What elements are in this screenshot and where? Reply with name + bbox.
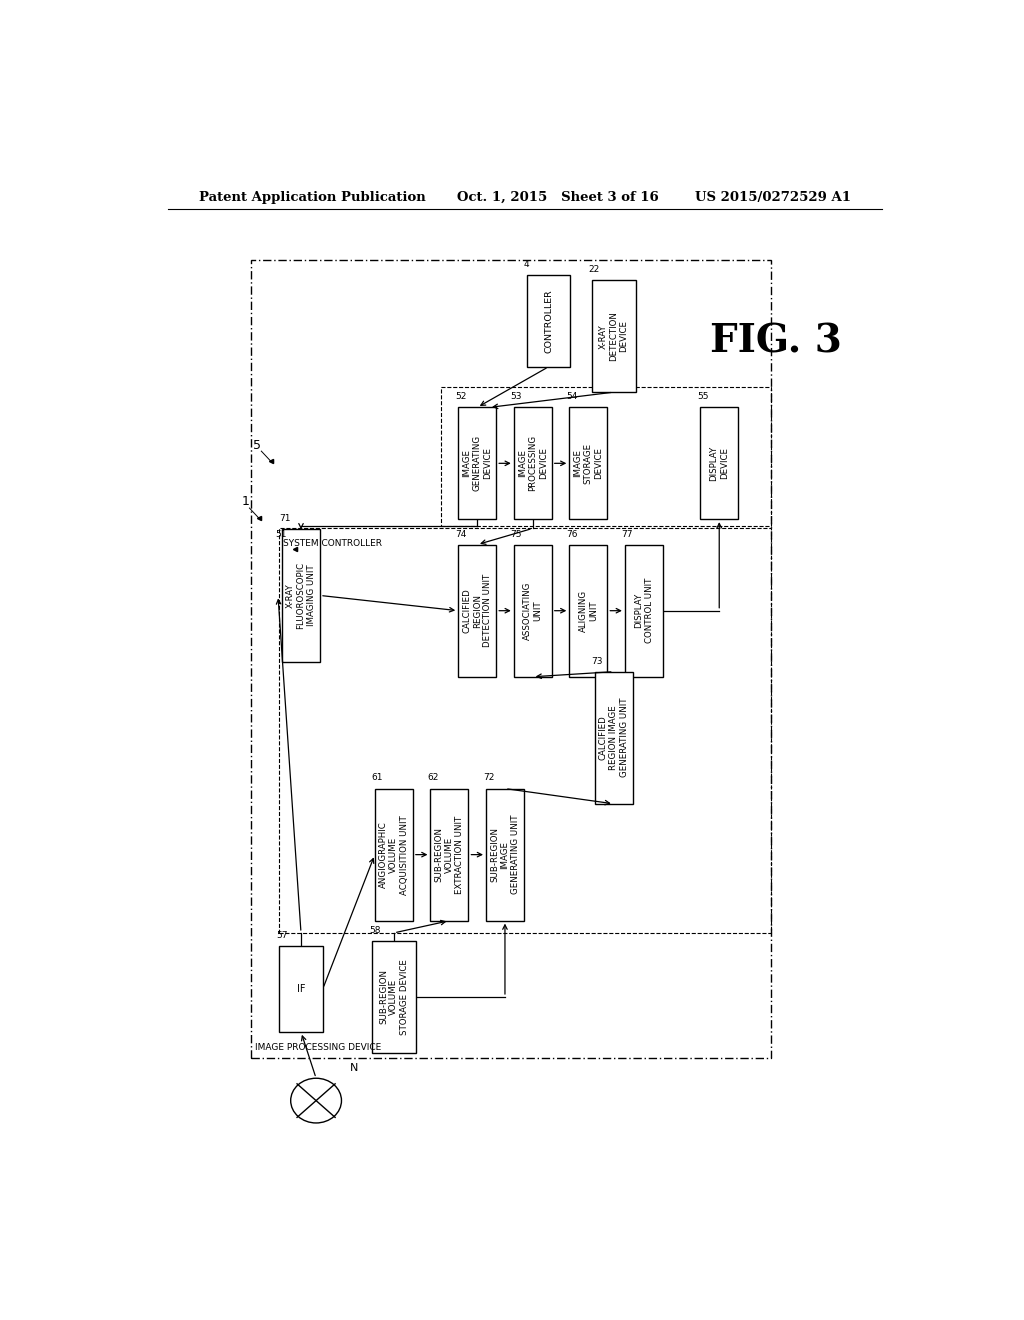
- Text: 4: 4: [523, 260, 529, 269]
- Bar: [280, 945, 323, 1032]
- Text: IMAGE
STORAGE
DEVICE: IMAGE STORAGE DEVICE: [573, 442, 603, 484]
- Text: SUB-REGION
VOLUME
STORAGE DEVICE: SUB-REGION VOLUME STORAGE DEVICE: [379, 960, 409, 1035]
- Text: 5: 5: [253, 438, 261, 451]
- Text: Oct. 1, 2015   Sheet 3 of 16: Oct. 1, 2015 Sheet 3 of 16: [458, 190, 659, 203]
- Text: 58: 58: [369, 925, 380, 935]
- Bar: [700, 408, 738, 519]
- Text: CALCIFIED
REGION
DETECTION UNIT: CALCIFIED REGION DETECTION UNIT: [462, 574, 493, 647]
- Text: SUB-REGION
VOLUME
EXTRACTION UNIT: SUB-REGION VOLUME EXTRACTION UNIT: [434, 816, 464, 894]
- Text: ALIGNING
UNIT: ALIGNING UNIT: [579, 590, 598, 632]
- Bar: [514, 545, 552, 677]
- Text: N: N: [349, 1063, 357, 1073]
- Text: 22: 22: [589, 265, 600, 275]
- Text: Patent Application Publication: Patent Application Publication: [200, 190, 426, 203]
- Bar: [592, 280, 636, 392]
- Bar: [458, 545, 497, 677]
- Text: IMAGE
PROCESSING
DEVICE: IMAGE PROCESSING DEVICE: [518, 436, 548, 491]
- Text: 76: 76: [566, 529, 578, 539]
- Text: 52: 52: [455, 392, 466, 401]
- Bar: [486, 788, 524, 921]
- Text: 57: 57: [276, 931, 288, 940]
- Text: 72: 72: [482, 774, 495, 783]
- Text: SYSTEM CONTROLLER: SYSTEM CONTROLLER: [283, 539, 382, 548]
- Text: DISPLAY
CONTROL UNIT: DISPLAY CONTROL UNIT: [634, 578, 653, 643]
- Bar: [430, 788, 468, 921]
- Text: CALCIFIED
REGION IMAGE
GENERATING UNIT: CALCIFIED REGION IMAGE GENERATING UNIT: [599, 698, 629, 777]
- Bar: [514, 408, 552, 519]
- Text: DISPLAY
DEVICE: DISPLAY DEVICE: [710, 446, 729, 480]
- Bar: [375, 788, 413, 921]
- Text: US 2015/0272529 A1: US 2015/0272529 A1: [695, 190, 851, 203]
- Text: IMAGE
GENERATING
DEVICE: IMAGE GENERATING DEVICE: [462, 436, 493, 491]
- Text: 53: 53: [511, 392, 522, 401]
- Text: 55: 55: [697, 392, 709, 401]
- Text: X-RAY
FLUOROSCOPIC
IMAGING UNIT: X-RAY FLUOROSCOPIC IMAGING UNIT: [286, 562, 316, 630]
- Bar: [526, 276, 570, 367]
- Text: SUB-REGION
IMAGE
GENERATING UNIT: SUB-REGION IMAGE GENERATING UNIT: [490, 814, 520, 895]
- Bar: [625, 545, 663, 677]
- Bar: [569, 545, 607, 677]
- Bar: [595, 672, 633, 804]
- Text: 77: 77: [622, 529, 633, 539]
- Text: 51: 51: [275, 529, 287, 539]
- Text: X-RAY
DETECTION
DEVICE: X-RAY DETECTION DEVICE: [599, 312, 629, 362]
- Text: 74: 74: [455, 529, 466, 539]
- Text: FIG. 3: FIG. 3: [711, 322, 842, 360]
- Bar: [279, 528, 771, 933]
- Text: 1: 1: [242, 495, 250, 508]
- Text: 73: 73: [592, 656, 603, 665]
- Text: ASSOCIATING
UNIT: ASSOCIATING UNIT: [523, 582, 543, 640]
- Text: IMAGE PROCESSING DEVICE: IMAGE PROCESSING DEVICE: [255, 1043, 381, 1052]
- Text: IF: IF: [297, 983, 305, 994]
- Text: 71: 71: [279, 515, 290, 523]
- Bar: [569, 408, 607, 519]
- Bar: [251, 260, 771, 1057]
- Text: 61: 61: [372, 774, 383, 783]
- Text: 54: 54: [566, 392, 578, 401]
- Bar: [372, 941, 416, 1053]
- Bar: [441, 387, 771, 527]
- Text: ANGIOGRAPHIC
VOLUME
ACQUISITION UNIT: ANGIOGRAPHIC VOLUME ACQUISITION UNIT: [379, 814, 409, 895]
- Text: CONTROLLER: CONTROLLER: [544, 289, 553, 352]
- Text: 75: 75: [511, 529, 522, 539]
- Text: 62: 62: [427, 774, 438, 783]
- Bar: [458, 408, 497, 519]
- Bar: [282, 529, 321, 661]
